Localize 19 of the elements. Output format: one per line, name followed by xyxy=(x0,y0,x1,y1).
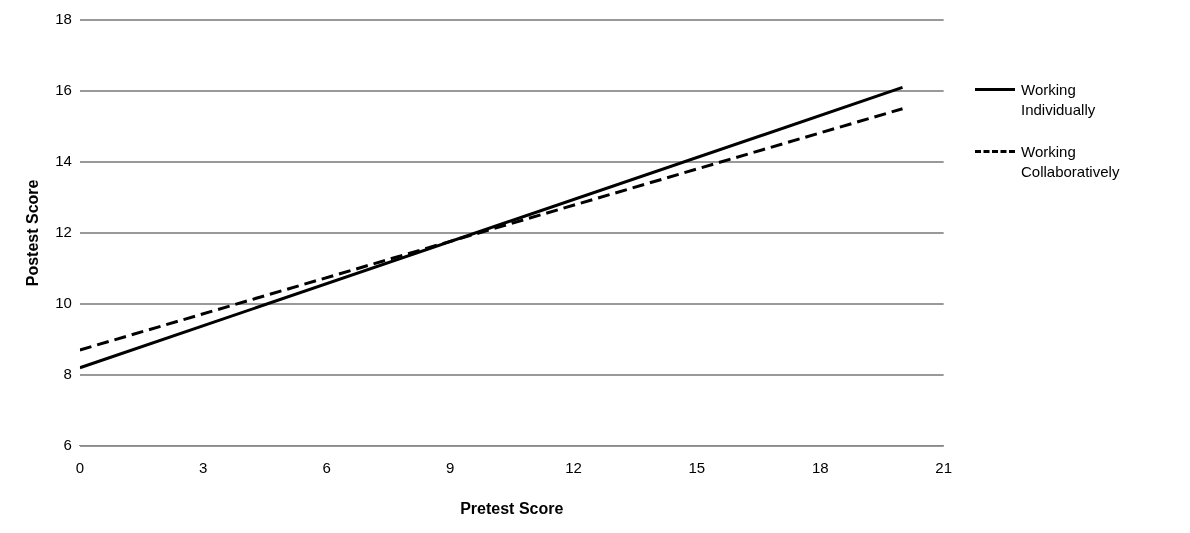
x-tick-label: 12 xyxy=(565,458,582,476)
x-tick-label: 9 xyxy=(445,458,455,476)
x-tick-label: 21 xyxy=(935,458,952,476)
y-tick-label: 6 xyxy=(63,435,72,453)
y-tick-label: 18 xyxy=(55,10,72,28)
y-tick-label: 8 xyxy=(63,364,72,382)
legend-label: Working Collaboratively xyxy=(1021,142,1121,182)
x-axis-title: Pretest Score xyxy=(460,499,564,517)
y-tick-label: 16 xyxy=(55,81,72,99)
y-axis-title: Postest Score xyxy=(24,179,42,287)
x-tick-label: 3 xyxy=(199,458,208,476)
y-tick-label: 10 xyxy=(55,294,72,312)
y-tick-label: 14 xyxy=(55,152,72,170)
x-tick-label: 15 xyxy=(688,458,706,476)
x-tick-label: 0 xyxy=(75,458,85,476)
legend-label: Working Individually xyxy=(1021,80,1097,120)
y-tick-label: 12 xyxy=(55,223,72,241)
x-tick-label: 18 xyxy=(811,458,829,476)
x-tick-label: 6 xyxy=(322,458,331,476)
